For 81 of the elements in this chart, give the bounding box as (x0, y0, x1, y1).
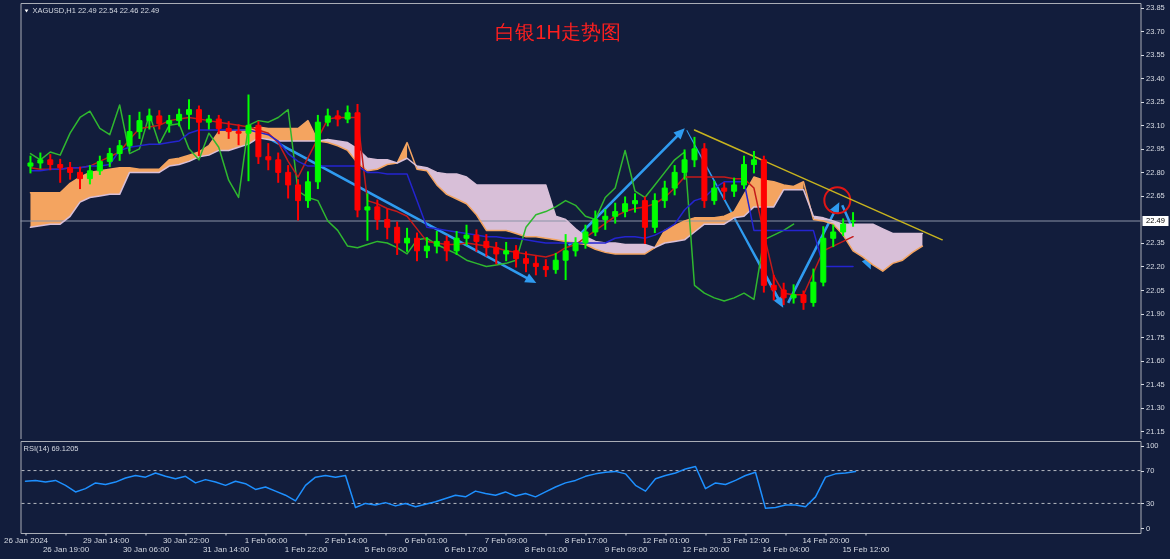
candlestick (433, 230, 440, 254)
candlestick (404, 227, 411, 252)
x-tick-label: 30 Jan 06:00 (122, 544, 170, 554)
line-series (29, 104, 795, 302)
candlestick (463, 224, 470, 246)
x-tick-label: 14 Feb 20:00 (802, 535, 851, 545)
candlestick (741, 155, 748, 190)
candlestick (552, 252, 559, 274)
candlestick (225, 121, 232, 139)
candlestick (166, 114, 173, 133)
candlestick (612, 202, 619, 224)
candlestick (275, 152, 282, 183)
candlestick (116, 140, 123, 161)
candlestick (622, 196, 629, 218)
candlestick (493, 241, 500, 265)
candlestick (513, 245, 520, 268)
candlestick (661, 180, 668, 208)
candlestick (394, 221, 401, 255)
x-tick-label: 30 Jan 22:00 (162, 535, 210, 545)
candlestick (186, 99, 193, 130)
candlestick (830, 224, 837, 248)
candlestick (810, 268, 817, 307)
x-tick-label: 6 Feb 01:00 (404, 535, 448, 545)
candlestick (671, 165, 678, 196)
candlestick (364, 193, 371, 241)
x-tick-label: 31 Jan 14:00 (202, 544, 250, 554)
candlestick (582, 224, 589, 249)
x-tick-label: 1 Feb 06:00 (244, 535, 288, 545)
candlestick (691, 136, 698, 168)
candlestick (304, 171, 311, 208)
x-tick-label: 8 Feb 17:00 (564, 535, 608, 545)
x-tick-label: 8 Feb 01:00 (524, 544, 568, 554)
candlestick (146, 108, 153, 130)
x-tick-label: 12 Feb 20:00 (682, 544, 731, 554)
candlestick (592, 210, 599, 237)
candlestick (473, 229, 480, 252)
candlestick (413, 232, 420, 262)
candlestick (195, 105, 202, 157)
x-tick-label: 6 Feb 17:00 (444, 544, 488, 554)
candlestick (522, 251, 529, 273)
candlestick (423, 237, 430, 259)
x-tick-label: 5 Feb 09:00 (364, 544, 408, 554)
x-tick-label: 13 Feb 12:00 (722, 535, 771, 545)
candlestick (453, 230, 460, 255)
x-tick-label: 9 Feb 09:00 (604, 544, 648, 554)
candlestick (295, 179, 302, 221)
candlestick (562, 234, 569, 281)
candlestick (780, 282, 787, 306)
candlestick (770, 274, 777, 301)
x-tick-label: 1 Feb 22:00 (284, 544, 328, 554)
candlestick (602, 209, 609, 230)
x-tick-label: 26 Jan 19:00 (42, 544, 90, 554)
candlestick (126, 114, 133, 152)
candlestick (265, 143, 272, 171)
candlestick (235, 124, 242, 146)
candlestick (711, 180, 718, 205)
candlestick (542, 259, 549, 277)
line-series (24, 465, 857, 510)
line-series (29, 119, 924, 272)
x-tick-label: 26 Jan 2024 (3, 535, 49, 545)
x-tick-label: 29 Jan 14:00 (82, 535, 130, 545)
candlestick (77, 166, 84, 190)
candlestick (136, 111, 143, 139)
candlestick (384, 209, 391, 240)
candlestick (790, 284, 797, 304)
candlestick (285, 165, 292, 199)
candlestick (632, 193, 639, 213)
candlestick (57, 158, 64, 183)
x-tick-label: 12 Feb 01:00 (642, 535, 691, 545)
candlestick (681, 149, 688, 180)
x-tick-label: 15 Feb 12:00 (842, 544, 891, 554)
x-tick-label: 14 Feb 04:00 (762, 544, 811, 554)
candlestick (850, 212, 857, 227)
x-tick-label: 2 Feb 14:00 (324, 535, 368, 545)
candlestick (443, 235, 450, 262)
text: 白银1H走势图 (495, 21, 621, 43)
x-tick-label: 7 Feb 09:00 (484, 535, 528, 545)
candlestick (374, 199, 381, 230)
candlestick (750, 150, 757, 174)
candlestick (245, 94, 252, 182)
candlestick (483, 234, 490, 257)
